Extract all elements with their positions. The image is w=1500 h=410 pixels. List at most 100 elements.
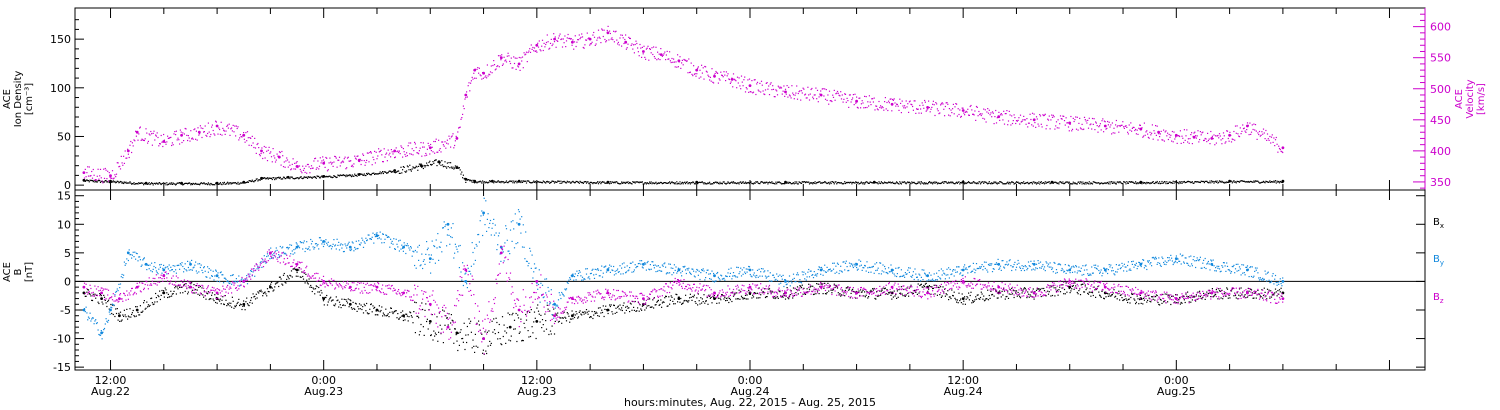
density-sample — [1155, 181, 1157, 183]
b-component-sample — [981, 293, 983, 295]
density-sample — [271, 178, 273, 181]
velocity-sample — [1160, 130, 1162, 132]
velocity-sample — [914, 100, 916, 102]
velocity-sample — [906, 106, 908, 108]
velocity-sample — [542, 49, 544, 52]
density-sample — [1231, 182, 1233, 184]
velocity-sample — [1158, 133, 1160, 135]
b-component-sample — [1179, 303, 1181, 305]
velocity-sample — [1246, 122, 1249, 124]
b-component-sample — [434, 335, 436, 337]
velocity-sample — [573, 41, 576, 43]
b-component-sample — [694, 301, 696, 303]
velocity-sample — [575, 45, 577, 48]
velocity-sample — [830, 100, 832, 102]
velocity-axis-title: Velocity — [1465, 79, 1476, 118]
density-sample — [1035, 181, 1037, 184]
velocity-sample — [1222, 138, 1224, 140]
velocity-sample — [440, 151, 442, 153]
b-component-sample — [145, 307, 147, 309]
density-sample — [565, 182, 568, 184]
b-component-sample — [823, 287, 825, 289]
density-sample — [115, 182, 117, 184]
velocity-sample — [243, 138, 245, 140]
density-sample — [892, 182, 894, 184]
b-component-sample — [362, 312, 365, 314]
velocity-sample — [970, 104, 972, 107]
velocity-sample — [277, 155, 279, 157]
b-component-sample — [505, 342, 507, 344]
b-component-sample — [481, 333, 483, 335]
velocity-sample — [266, 150, 268, 152]
b-component-sample — [1070, 290, 1072, 292]
density-sample — [1109, 183, 1111, 185]
velocity-sample — [636, 42, 638, 45]
density-sample — [888, 181, 890, 183]
density-sample — [1079, 182, 1081, 185]
density-sample — [901, 181, 903, 183]
density-sample — [764, 181, 766, 183]
velocity-sample — [686, 60, 688, 62]
velocity-sample — [546, 34, 548, 36]
density-sample — [1269, 180, 1271, 182]
density-sample — [1245, 181, 1247, 183]
density-sample — [590, 181, 592, 183]
b-component-sample — [245, 301, 247, 303]
velocity-sample — [815, 87, 817, 89]
density-sample — [1075, 183, 1078, 185]
density-sample — [851, 183, 853, 185]
density-sample — [104, 180, 106, 182]
density-sample — [814, 181, 816, 183]
b-component-sample — [836, 287, 839, 289]
density-sample — [867, 182, 869, 184]
density-sample — [1147, 182, 1149, 184]
b-component-sample — [1027, 293, 1030, 295]
velocity-sample — [133, 139, 135, 141]
b-component-sample — [840, 295, 842, 297]
density-sample — [282, 176, 285, 178]
velocity-sample — [93, 174, 95, 176]
velocity-sample — [326, 157, 328, 159]
b-component-sample — [215, 301, 217, 304]
b-component-sample — [243, 300, 245, 302]
b-component-sample — [158, 296, 160, 298]
velocity-sample — [186, 134, 188, 136]
velocity-sample — [1154, 132, 1156, 134]
b-component-sample — [354, 302, 357, 304]
velocity-sample — [878, 100, 880, 103]
velocity-sample — [487, 75, 489, 77]
density-sample — [864, 183, 866, 185]
density-sample — [1152, 181, 1154, 183]
b-component-sample — [858, 290, 860, 292]
b-component-sample — [110, 303, 112, 306]
velocity-sample — [144, 138, 146, 140]
velocity-sample — [262, 157, 264, 160]
velocity-sample — [1257, 132, 1259, 134]
velocity-sample — [826, 99, 828, 101]
density-sample — [180, 182, 182, 184]
density-sample — [971, 182, 973, 184]
b-component-sample — [865, 294, 867, 296]
density-sample — [1093, 181, 1095, 183]
velocity-sample — [414, 143, 416, 145]
density-sample — [295, 177, 297, 179]
density-sample — [1073, 183, 1075, 185]
velocity-sample — [965, 110, 967, 112]
b-component-sample — [133, 256, 135, 258]
velocity-sample — [139, 126, 141, 128]
density-sample — [616, 181, 618, 183]
b-component-sample — [466, 341, 468, 344]
velocity-point — [82, 171, 86, 175]
b-component-sample — [1174, 301, 1176, 303]
velocity-sample — [1145, 131, 1147, 133]
velocity-sample — [647, 45, 649, 47]
velocity-sample — [1166, 135, 1168, 137]
density-sample — [1031, 183, 1034, 185]
velocity-sample — [760, 80, 763, 82]
density-sample — [597, 183, 600, 185]
velocity-sample — [770, 82, 772, 84]
density-sample — [588, 183, 590, 185]
b-component-sample — [1111, 294, 1113, 296]
b-component-sample — [631, 309, 633, 311]
